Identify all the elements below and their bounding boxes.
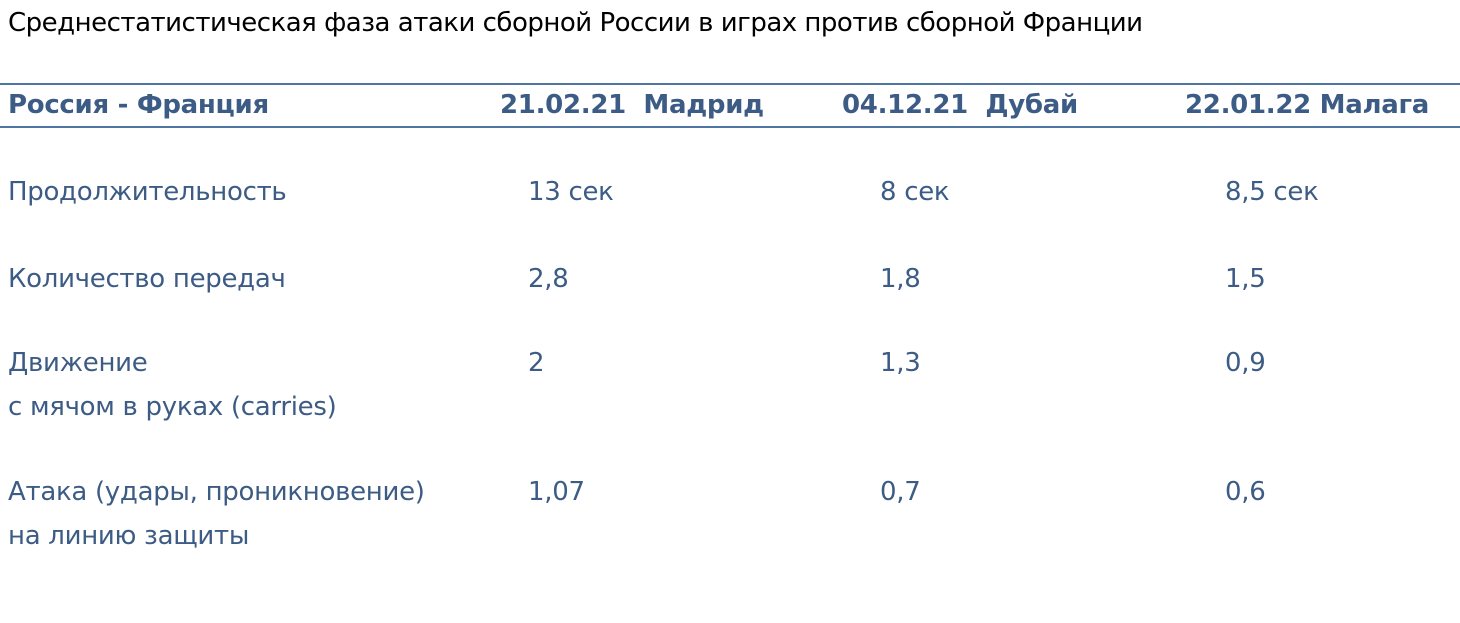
row-value: 1,3 [880,348,921,378]
title: Среднестатистическая фаза атаки сборной … [8,8,1143,38]
row-value: 1,07 [528,477,585,507]
row-value: 0,9 [1225,348,1266,378]
row-label: Продолжительность [8,177,287,207]
row-value: 8 сек [880,177,950,207]
row-value: 1,5 [1225,264,1266,294]
row-label: Атака (удары, проникновение) [8,477,425,507]
row-value: 0,7 [880,477,921,507]
row-label: на линию защиты [8,521,250,551]
header-cell: 21.02.21 Мадрид [500,90,764,120]
header-cell: 04.12.21 Дубай [842,90,1078,120]
header-cell: Россия - Франция [8,90,269,120]
header-rule-top [0,83,1460,85]
row-label: Количество передач [8,264,286,294]
row-value: 1,8 [880,264,921,294]
header-rule-bottom [0,126,1460,128]
row-label: с мячом в руках (carries) [8,392,337,422]
row-label: Движение [8,348,148,378]
row-value: 2 [528,348,545,378]
row-value: 0,6 [1225,477,1266,507]
row-value: 8,5 сек [1225,177,1319,207]
header-cell: 22.01.22 Малага [1185,90,1429,120]
row-value: 2,8 [528,264,569,294]
row-value: 13 сек [528,177,614,207]
